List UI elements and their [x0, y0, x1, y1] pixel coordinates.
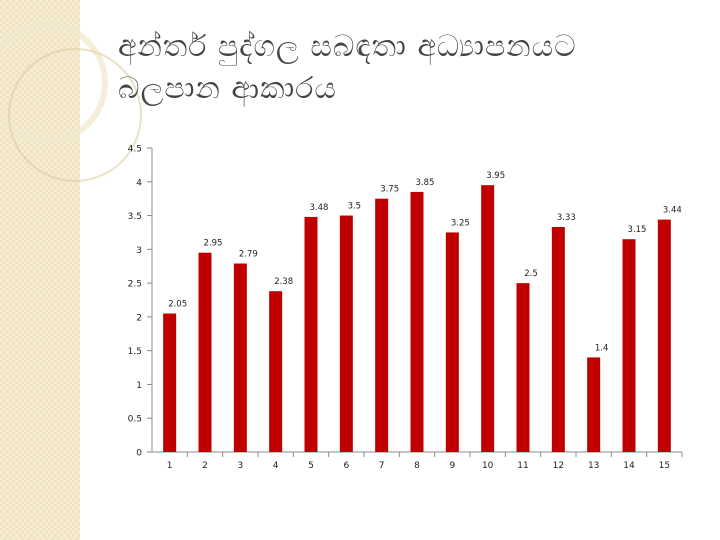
bar: [657, 219, 671, 452]
y-tick-label: 0.5: [128, 415, 142, 425]
y-tick-label: 3.5: [128, 212, 142, 222]
bar-series: [163, 185, 671, 452]
x-axis: 1 2 3 4 5 6 7 8 9 10 11 12 13 14 15: [152, 451, 683, 471]
x-tick-label: 6: [343, 461, 349, 471]
bar: [445, 232, 459, 452]
x-tick-label: 15: [659, 461, 670, 471]
data-label: 3.33: [557, 213, 576, 223]
data-labels: 2.05 2.95 2.79 2.38 3.48 3.5 3.75 3.85 3.25 3.95 2…: [168, 171, 682, 353]
data-label: 3.95: [486, 171, 505, 181]
data-label: 3.48: [310, 203, 329, 213]
data-label: 2.95: [204, 239, 223, 249]
x-tick-label: 12: [553, 461, 564, 471]
data-label: 3.25: [451, 218, 470, 228]
bar: [481, 185, 495, 452]
x-tick-label: 3: [237, 461, 243, 471]
bar: [233, 263, 247, 452]
y-tick-label: 1: [136, 381, 142, 391]
data-label: 2.05: [168, 300, 187, 310]
bar: [269, 291, 283, 452]
x-tick-label: 7: [379, 461, 385, 471]
x-tick-label: 2: [202, 461, 208, 471]
x-tick-label: 14: [623, 461, 635, 471]
bar: [622, 239, 636, 452]
x-tick-label: 8: [414, 461, 420, 471]
bar: [198, 252, 212, 452]
bar: [551, 227, 565, 452]
y-axis: 0 0.5 1 1.5 2 2.5 3 3.5 4 4.5: [128, 145, 153, 459]
data-label: 3.15: [628, 225, 647, 235]
bar: [587, 357, 601, 452]
bar: [410, 191, 424, 452]
y-tick-label: 0: [136, 449, 142, 459]
x-tick-label: 11: [517, 461, 528, 471]
bar: [375, 198, 389, 452]
y-tick-label: 2: [136, 313, 142, 323]
bar: [163, 313, 177, 452]
x-tick-label: 13: [588, 461, 599, 471]
x-tick-label: 5: [308, 461, 314, 471]
y-tick-label: 2.5: [128, 280, 142, 290]
data-label: 3.5: [348, 202, 362, 212]
slide-title: අන්තර් පුද්ගල සබඳතා අධ්‍යාපනයට බලපාන ආකා…: [118, 29, 577, 106]
data-label: 2.5: [524, 269, 538, 279]
data-label: 3.75: [380, 185, 399, 195]
y-tick-label: 4: [136, 178, 142, 188]
x-tick-label: 9: [449, 461, 455, 471]
x-tick-label: 10: [482, 461, 494, 471]
data-label: 3.44: [663, 206, 682, 216]
data-label: 3.85: [416, 178, 435, 188]
data-label: 1.4: [595, 343, 609, 353]
data-label: 2.79: [239, 250, 258, 260]
bar: [516, 283, 530, 452]
y-tick-label: 3: [136, 246, 142, 256]
bar: [304, 216, 318, 452]
y-tick-label: 4.5: [128, 145, 142, 155]
x-tick-label: 4: [273, 461, 279, 471]
y-tick-label: 1.5: [128, 347, 142, 357]
decorative-circle-inner: [8, 48, 142, 182]
data-label: 2.38: [274, 277, 293, 287]
x-tick-label: 1: [167, 461, 173, 471]
bar: [339, 215, 353, 452]
